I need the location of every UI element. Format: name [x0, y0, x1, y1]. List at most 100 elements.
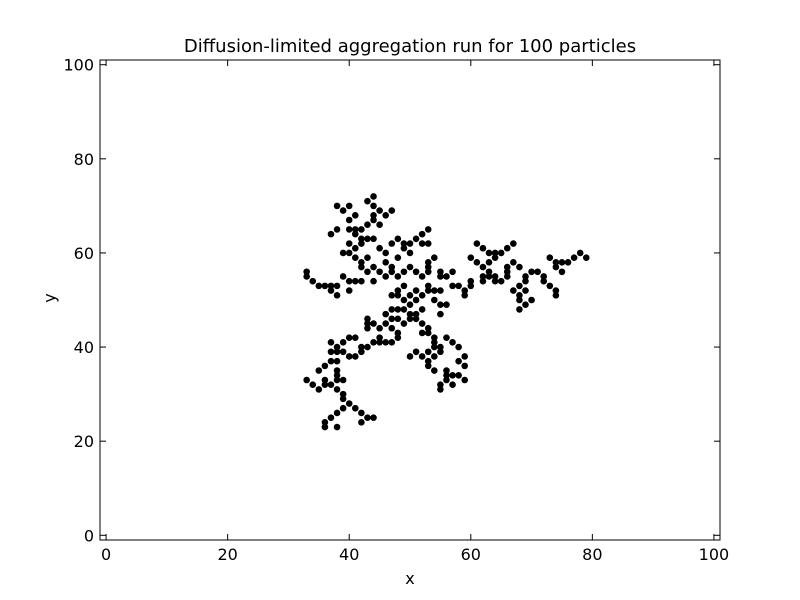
data-point [418, 306, 426, 313]
y-tick-label: 20 [74, 432, 94, 451]
data-point [370, 193, 377, 200]
data-point [333, 291, 341, 299]
data-point [479, 244, 487, 252]
data-point [388, 339, 396, 346]
data-point [370, 320, 377, 327]
data-point [437, 386, 444, 393]
data-point [418, 353, 426, 360]
data-point [485, 273, 493, 280]
data-point [358, 226, 365, 233]
data-point [497, 277, 505, 285]
data-point [516, 291, 523, 299]
data-point [418, 273, 426, 280]
x-tick-label: 60 [461, 545, 481, 564]
data-point [388, 207, 396, 214]
data-point [546, 282, 554, 290]
data-point [455, 371, 462, 379]
data-point [443, 273, 450, 280]
data-point [424, 329, 432, 337]
data-point [437, 268, 444, 276]
data-points [303, 193, 590, 431]
data-point [388, 268, 396, 276]
data-point [473, 240, 481, 247]
data-point [370, 263, 377, 271]
data-point [394, 306, 402, 313]
data-point [376, 324, 383, 332]
data-point [327, 230, 335, 238]
data-point [333, 409, 341, 417]
data-point [558, 259, 566, 266]
data-point [485, 259, 493, 266]
y-tick-label: 40 [74, 338, 94, 357]
data-point [351, 254, 359, 261]
data-point [485, 249, 493, 257]
data-point [370, 339, 377, 346]
data-point [315, 386, 323, 393]
data-point [412, 310, 420, 318]
data-point [412, 315, 420, 323]
data-point [394, 329, 402, 337]
data-point [376, 268, 383, 276]
data-point [449, 339, 456, 346]
data-point [376, 339, 383, 346]
data-point [406, 315, 414, 323]
data-point [461, 287, 469, 294]
data-point [467, 254, 475, 261]
data-point [443, 376, 450, 384]
data-point [333, 282, 341, 290]
data-point [431, 254, 438, 261]
data-point [339, 249, 347, 257]
data-point [327, 348, 335, 356]
data-point [345, 249, 353, 257]
data-point [333, 371, 341, 379]
data-point [333, 423, 341, 431]
data-point [321, 282, 329, 290]
data-point [327, 339, 335, 346]
data-point [437, 310, 444, 318]
data-point [309, 381, 317, 389]
data-point [406, 249, 414, 257]
y-tick-label: 0 [84, 526, 94, 545]
data-point [400, 320, 408, 327]
data-point [382, 320, 389, 327]
data-point [424, 348, 432, 356]
data-point [424, 324, 432, 332]
y-tick-label: 80 [74, 150, 94, 169]
data-point [400, 306, 408, 313]
data-point [364, 235, 371, 243]
data-point [424, 268, 432, 276]
data-point [522, 301, 529, 309]
data-point [327, 282, 335, 290]
data-point [321, 419, 329, 426]
data-point [467, 282, 475, 290]
data-point [345, 216, 353, 224]
y-tick-label: 100 [63, 56, 94, 75]
data-point [321, 362, 329, 370]
data-point [394, 235, 402, 243]
data-point [455, 282, 462, 290]
data-point [406, 310, 414, 318]
data-point [388, 306, 396, 313]
data-point [431, 334, 438, 341]
data-point [437, 348, 444, 356]
data-point [345, 240, 353, 247]
data-point [376, 207, 383, 214]
x-axis-label: x [405, 569, 414, 588]
data-point [339, 404, 347, 412]
data-point [345, 400, 353, 407]
data-point [406, 263, 414, 271]
data-point [412, 287, 420, 294]
data-point [376, 244, 383, 252]
data-point [564, 259, 572, 266]
data-point [443, 367, 450, 374]
data-point [376, 221, 383, 229]
data-point [540, 277, 548, 285]
data-point [394, 287, 402, 294]
data-point [576, 249, 584, 257]
data-point [400, 296, 408, 304]
x-tick-label: 20 [217, 545, 237, 564]
data-point [437, 381, 444, 389]
data-point [558, 268, 566, 276]
data-point [400, 282, 408, 290]
data-point [503, 263, 511, 271]
